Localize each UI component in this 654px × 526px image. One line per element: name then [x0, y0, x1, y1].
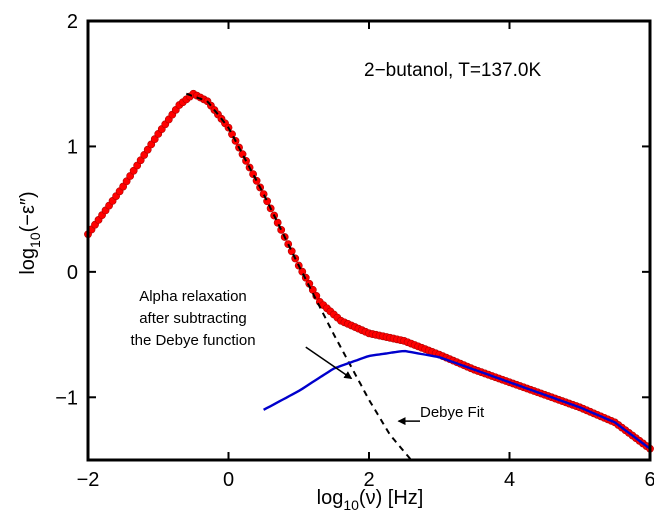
x-axis-label-rest: (ν) [Hz]: [359, 487, 423, 509]
alpha-relaxation-line: [263, 349, 651, 450]
inset-label: 2−butanol, T=137.0K: [364, 60, 541, 81]
x-tick-label: 0: [223, 469, 234, 491]
debye-fit-annotation: Debye Fit: [397, 404, 485, 426]
debye-fit-label: Debye Fit: [420, 404, 485, 421]
data-point: [287, 247, 296, 256]
alpha-annotation-line-2: after subtracting: [139, 310, 247, 327]
alpha-annotation-line-3: the Debye function: [130, 332, 255, 349]
y-axis-label-base: log: [17, 248, 39, 275]
debye-fit-line: [185, 92, 412, 461]
alpha-annotation-arrow: [305, 346, 353, 380]
x-tick-label: 2: [363, 469, 374, 491]
y-axis-label-rest: (−ε″): [17, 191, 39, 232]
y-tick-label: 1: [67, 136, 78, 158]
y-tick-label: 2: [67, 11, 78, 33]
data-point: [228, 130, 236, 139]
y-tick-label: −1: [55, 387, 78, 409]
x-axis-label-sub: 10: [343, 497, 359, 513]
x-tick-label: −2: [77, 469, 100, 491]
series-layer: [84, 89, 654, 461]
plot-frame: [86, 19, 652, 462]
y-axis-label: log10(−ε″): [17, 191, 43, 274]
data-point: [252, 176, 261, 185]
data-point: [298, 267, 307, 276]
alpha-annotation: Alpha relaxation after subtracting the D…: [130, 288, 353, 380]
x-tick-label: 6: [644, 469, 654, 491]
data-point: [238, 150, 247, 159]
y-axis-label-sub: 10: [27, 232, 43, 248]
x-tick-label: 4: [504, 469, 515, 491]
data-point: [259, 190, 268, 198]
x-axis-label-base: log: [317, 487, 344, 509]
data-point: [277, 225, 286, 234]
data-point: [249, 170, 257, 179]
y-tick-label: 0: [67, 262, 78, 284]
alpha-annotation-line-1: Alpha relaxation: [139, 288, 247, 305]
data-point: [273, 218, 282, 227]
ticks-layer: −2 0 2 4 6 −1 0 1 2: [55, 11, 654, 491]
data-point: [263, 197, 272, 206]
x-axis-label: log10(ν) [Hz]: [317, 487, 424, 513]
